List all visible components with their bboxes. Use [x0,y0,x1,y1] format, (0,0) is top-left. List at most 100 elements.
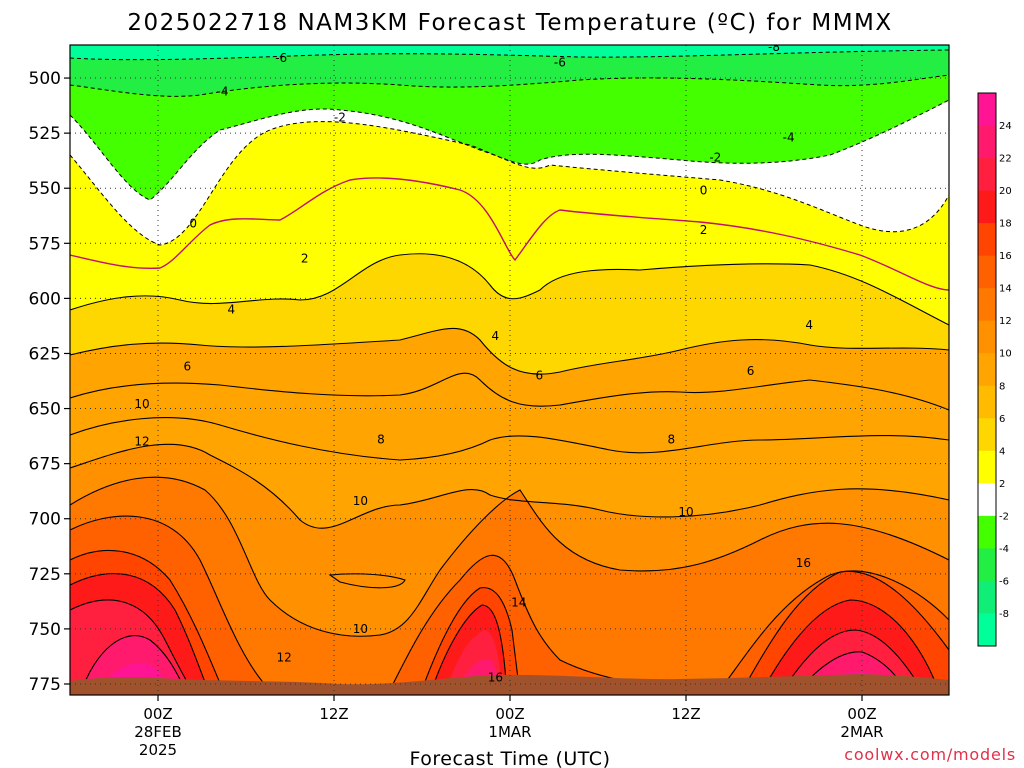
colorbar-swatch [978,515,996,549]
colorbar-swatch [978,190,996,224]
colorbar-label: 8 [999,381,1005,392]
contour-label: 2 [700,223,708,237]
contour-labels: -8 -6 -6 -4 -4 -2 -2 0 0 2 2 4 4 4 6 6 6 8 8 10 12 10 10 10 12 14… [134,45,813,684]
contour-line-6 [70,372,949,411]
chart-title: 2025022718 NAM3KM Forecast Temperature (… [127,10,892,36]
contour-lines [70,253,949,695]
x-axis-label: Forecast Time (UTC) [410,748,611,768]
contour-label: 16 [796,556,811,570]
x-tick-label: 2MAR [840,723,883,741]
colorbar: 24 22 20 18 16 14 12 10 8 6 4 2 -2 -4 -6 -8 [977,92,1012,647]
contour-label: 10 [353,494,368,508]
colorbar-label: 10 [999,349,1012,360]
colorbar-swatch [978,320,996,354]
x-tick-label: 00Z [847,705,876,723]
contour-line-10-loop [328,573,406,589]
contour-label: 8 [668,432,676,446]
plot-area: -8 -6 -6 -4 -4 -2 -2 0 0 2 2 4 4 4 6 6 6 8 8 10 12 10 10 10 12 14… [70,45,949,695]
x-tick-label: 2025 [139,741,177,759]
colorbar-label: 14 [999,284,1012,295]
contour-label: -6 [554,56,566,70]
contour-label: 2 [301,252,309,266]
contour-line-16b [419,587,521,695]
colorbar-swatch [978,580,996,614]
contour-line-18c [759,599,941,695]
contour-label: 6 [184,360,192,374]
contour-line-20b [779,629,926,695]
y-tick-label: 500 [29,69,61,89]
contour-label: 6 [536,369,544,383]
credit-text[interactable]: coolwx.com/models [844,745,1016,764]
colorbar-label: 16 [999,251,1012,262]
colorbar-frame [977,92,997,647]
contour-label: 12 [134,435,149,449]
contour-label: 14 [511,595,526,609]
colorbar-swatch [978,93,996,126]
contour-line-0 [70,177,949,291]
contour-line-minus8 [70,49,949,61]
contour-line-16 [70,549,226,695]
x-tick-label: 12Z [319,705,348,723]
colorbar-swatch [978,548,996,582]
y-tick-label: 650 [29,400,61,420]
x-tick-label: 00Z [495,705,524,723]
contour-label: 4 [228,302,236,316]
colorbar-label: -4 [999,544,1009,555]
colorbar-swatch [978,288,996,322]
contour-line-14 [70,515,271,691]
contour-label: 6 [747,364,755,378]
contour-line-14b [389,554,949,691]
x-tick-label: 12Z [671,705,700,723]
y-tick-label: 525 [29,124,61,144]
contour-line-18b [429,604,508,695]
colorbar-swatch [978,613,996,647]
y-tick-label: 725 [29,565,61,585]
contour-line-4 [70,327,949,375]
contour-label: -2 [709,150,721,164]
contour-label: -4 [217,84,229,98]
colorbar-swatch [978,450,996,484]
contour-label: 4 [492,329,500,343]
colorbar-label: 2 [999,479,1005,490]
colorbar-label: -6 [999,576,1009,587]
colorbar-label: 4 [999,446,1005,457]
contour-label: 10 [353,622,368,636]
y-tick-label: 750 [29,620,61,640]
colorbar-label: 6 [999,414,1005,425]
contour-line-minus6 [70,74,949,97]
contour-label: -6 [275,51,287,65]
y-axis: 500 525 550 575 600 625 650 675 700 725 750 775 [29,69,70,695]
contour-line-12 [70,476,949,637]
contour-line-18 [70,573,211,695]
x-tick-label: 00Z [143,705,172,723]
x-tick-label: 28FEB [134,723,181,741]
colorbar-swatch [978,483,996,517]
colorbar-label: -8 [999,609,1009,620]
contour-label: -4 [783,131,795,145]
contour-line-10 [70,443,949,529]
contour-line-22 [79,635,189,695]
colorbar-swatch [978,223,996,257]
y-tick-label: 700 [29,510,61,530]
y-tick-label: 775 [29,675,61,695]
x-tick-label: 1MAR [488,723,531,741]
contour-label: 10 [134,397,149,411]
contour-line-2 [70,253,949,326]
colorbar-swatch [978,158,996,191]
colorbar-label: 24 [999,121,1012,132]
colorbar-label: 18 [999,219,1012,230]
contour-line-8 [70,417,949,461]
colorbar-label: 22 [999,154,1012,165]
contour-label: 16 [488,670,503,684]
colorbar-swatch [978,418,996,452]
contour-label: -2 [334,111,346,125]
contour-line-minus4 [70,99,949,201]
contour-label: 8 [377,432,385,446]
colorbar-label: 20 [999,186,1012,197]
colorbar-swatch [978,255,996,289]
terrain [70,674,949,695]
colorbar-swatch [978,125,996,159]
dashed-contours [70,49,949,246]
y-tick-label: 625 [29,344,61,364]
